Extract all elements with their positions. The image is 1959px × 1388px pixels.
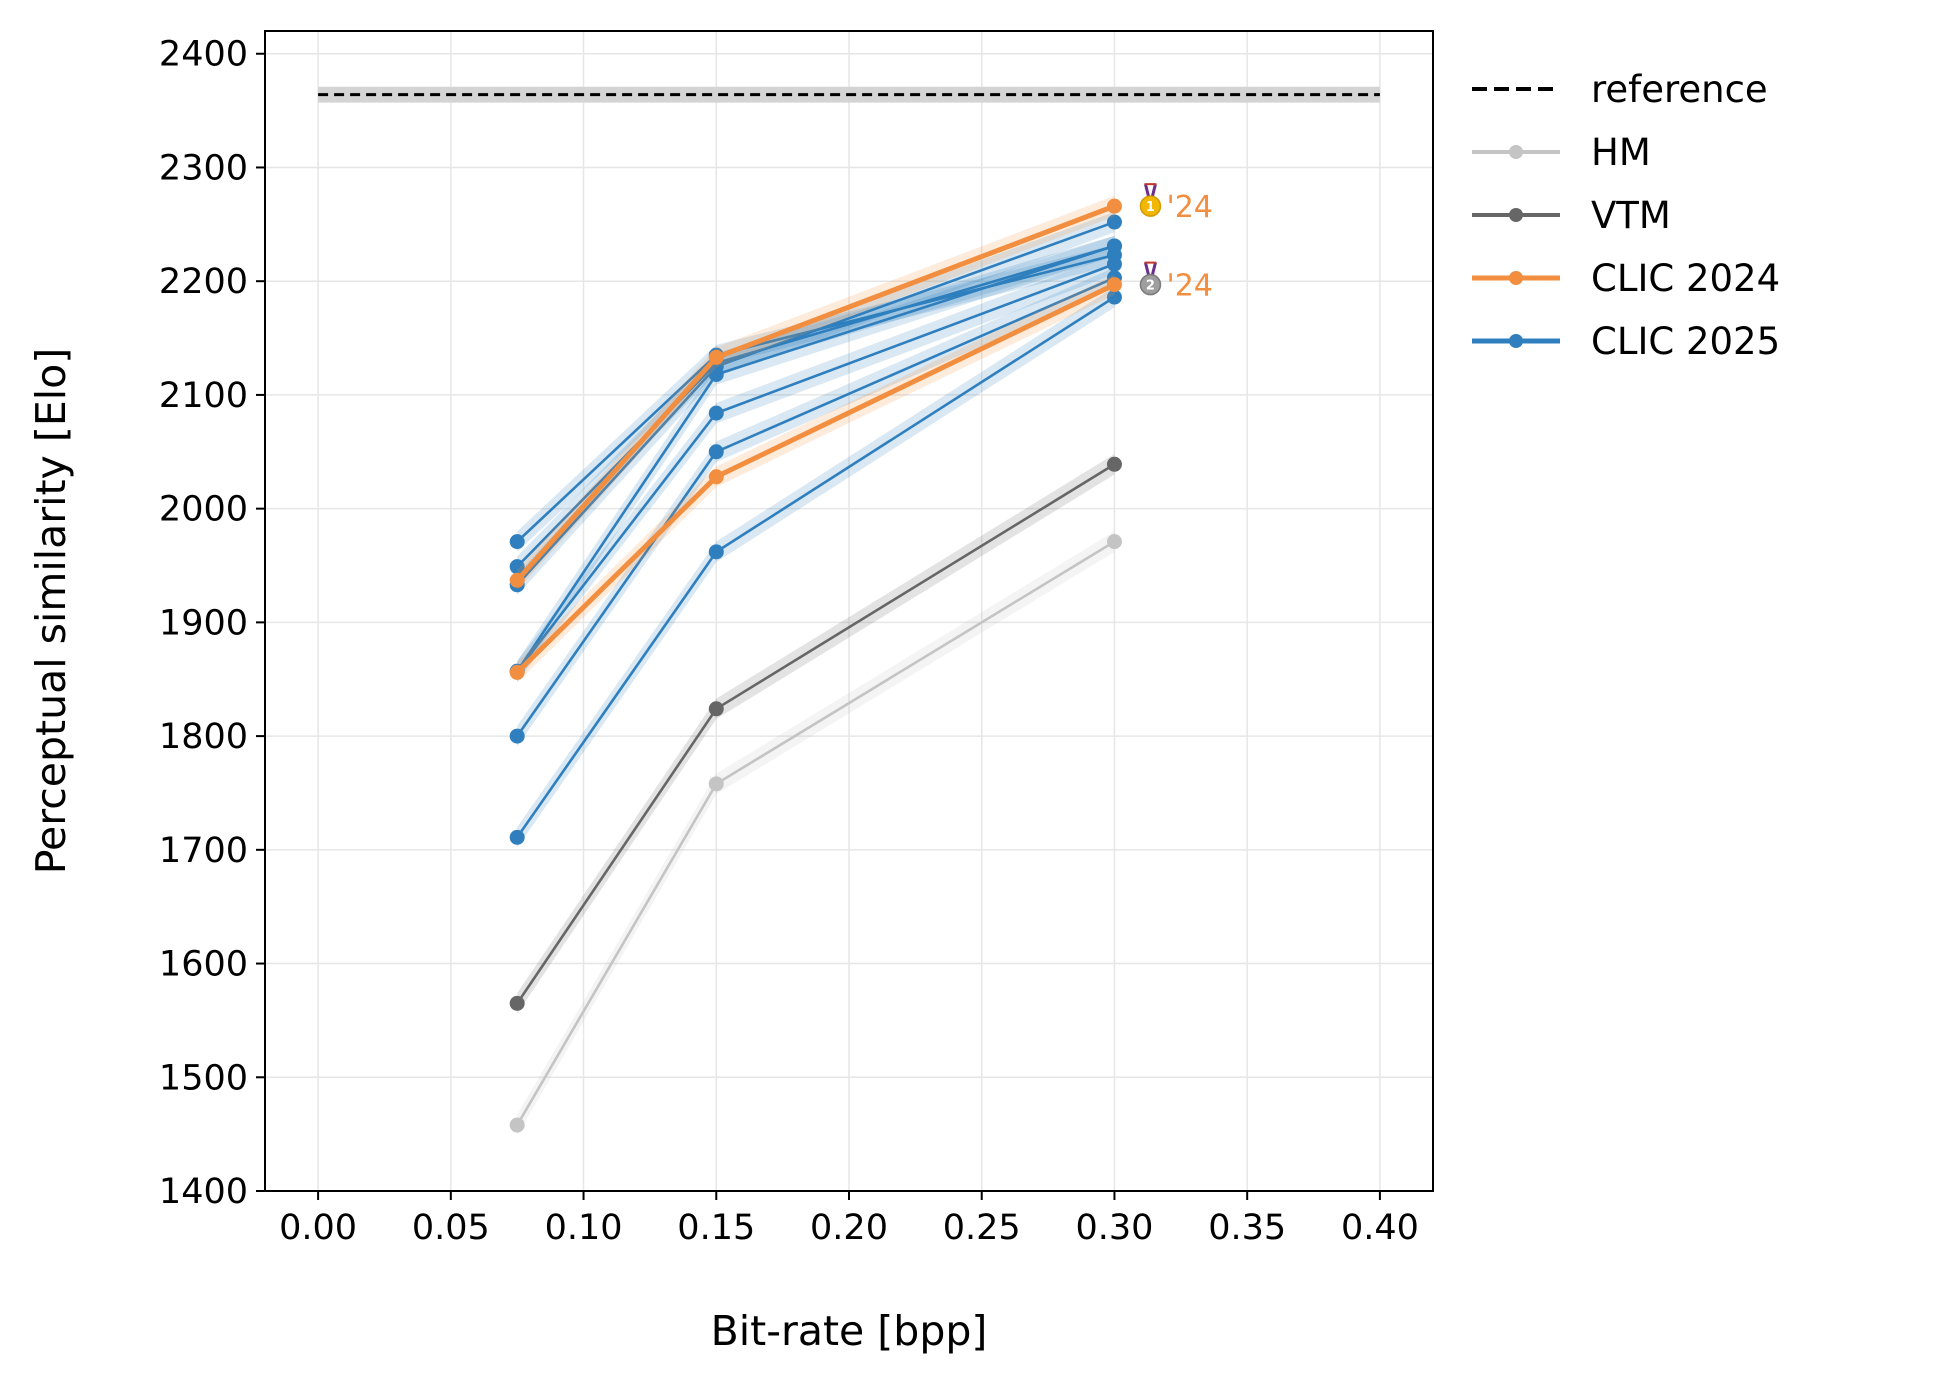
medal-rank: 2 <box>1146 279 1155 294</box>
hm-series-line <box>516 540 1116 1126</box>
grid <box>265 31 1433 1192</box>
x-tick-label: 0.40 <box>1341 1208 1419 1248</box>
y-tick-label: 1800 <box>159 717 248 757</box>
gold-medal-icon: 1 <box>1139 183 1162 217</box>
legend-item-reference: reference <box>1472 68 1768 111</box>
y-tick-label: 1700 <box>159 831 248 871</box>
clic-2025-confidence-band <box>517 253 1115 682</box>
y-axis: 1400 1500 1600 1700 1800 1900 2000 2100 2200 2300… <box>159 35 265 1212</box>
x-tick-label: 0.20 <box>810 1208 888 1248</box>
clic-2024-data-point <box>708 469 724 485</box>
annotation-label: '24 <box>1166 190 1212 225</box>
y-tick-label: 1500 <box>159 1058 248 1098</box>
x-tick-label: 0.25 <box>943 1208 1021 1248</box>
y-tick-label: 1900 <box>159 603 248 643</box>
clic-2025-data-point <box>509 728 525 744</box>
x-tick-label: 0.00 <box>279 1208 357 1248</box>
x-tick-label: 0.35 <box>1208 1208 1286 1248</box>
medal-ribbon <box>1143 183 1157 197</box>
clic-2025-data-point <box>708 366 724 382</box>
vtm-data-point <box>1106 456 1122 472</box>
legend-item-clic-2025: CLIC 2025 <box>1472 320 1780 363</box>
legend-swatch-marker <box>1509 334 1523 348</box>
legend-item-clic-2024: CLIC 2024 <box>1472 257 1780 300</box>
x-axis-title: Bit-rate [bpp] <box>711 1307 988 1355</box>
clic-2025-data-point <box>708 405 724 421</box>
clic-2024-data-point <box>509 572 525 588</box>
annotation-layer: 1 '24 2 '24 <box>1139 183 1213 304</box>
legend-label: CLIC 2025 <box>1591 320 1780 363</box>
legend-label: HM <box>1591 131 1651 174</box>
y-axis-title: Perceptual similarity [Elo] <box>27 348 75 874</box>
clic-2024-data-point <box>1106 277 1122 293</box>
legend-label: reference <box>1591 68 1768 111</box>
legend-item-hm: HM <box>1472 131 1651 174</box>
vtm-confidence-band <box>517 454 1115 1014</box>
clic-2025-data-point <box>1106 256 1122 272</box>
clic-2025-data-point <box>509 559 525 575</box>
y-tick-label: 2300 <box>159 148 248 188</box>
annotation-label: '24 <box>1166 269 1212 304</box>
silver-medal-icon: 2 <box>1139 261 1162 296</box>
hm-data-point <box>1106 534 1122 550</box>
legend: reference HM VTM CLIC 2024 CLIC 2025 <box>1472 68 1780 363</box>
clic-2025-data-point <box>708 444 724 460</box>
clic-2025-data-point <box>708 544 724 560</box>
medal-ribbon <box>1143 262 1157 275</box>
clic-2024-confidence-band <box>517 195 1115 591</box>
medal-rank: 1 <box>1146 200 1155 215</box>
y-tick-label: 2000 <box>159 490 248 530</box>
legend-label: CLIC 2024 <box>1591 257 1780 300</box>
vtm-data-point <box>509 995 525 1011</box>
legend-swatch-marker <box>1509 271 1523 285</box>
hm-data-point <box>708 776 724 792</box>
clic-2025-confidence-band <box>517 235 1115 577</box>
y-tick-label: 2400 <box>159 35 248 75</box>
medal-disc <box>1139 273 1162 296</box>
x-tick-label: 0.10 <box>545 1208 623 1248</box>
legend-swatch-marker <box>1509 208 1523 222</box>
clic-2025-confidence-band <box>517 244 1115 552</box>
x-tick-label: 0.30 <box>1075 1208 1153 1248</box>
y-tick-label: 2100 <box>159 376 248 416</box>
hm-data-point <box>509 1117 525 1133</box>
legend-item-vtm: VTM <box>1472 194 1671 237</box>
clic-2025-confidence-band <box>517 286 1115 848</box>
clic-2025-data-point <box>1106 289 1122 305</box>
clic-2025-confidence-band <box>517 211 1115 596</box>
clic-2024-data-point <box>1106 198 1122 214</box>
clic-2025-data-point <box>1106 238 1122 254</box>
legend-swatch-marker <box>1509 145 1523 159</box>
clic-2024-data-point <box>708 349 724 365</box>
x-tick-label: 0.05 <box>412 1208 490 1248</box>
series-layer <box>509 195 1122 1136</box>
x-axis: 0.00 0.05 0.10 0.15 0.20 0.25 0.30 0.35 0.40 <box>279 1191 1419 1248</box>
reference-layer <box>318 86 1380 103</box>
clic-2024-data-point <box>509 664 525 680</box>
x-tick-label: 0.15 <box>677 1208 755 1248</box>
legend-label: VTM <box>1591 194 1671 237</box>
clic-2025-data-point <box>1106 214 1122 230</box>
clic-2025-data-point <box>509 829 525 845</box>
vtm-data-point <box>708 701 724 717</box>
y-tick-label: 1600 <box>159 945 248 985</box>
y-tick-label: 1400 <box>159 1172 248 1212</box>
clic-2025-data-point <box>509 534 525 550</box>
y-tick-label: 2200 <box>159 262 248 302</box>
medal-disc <box>1139 195 1162 217</box>
